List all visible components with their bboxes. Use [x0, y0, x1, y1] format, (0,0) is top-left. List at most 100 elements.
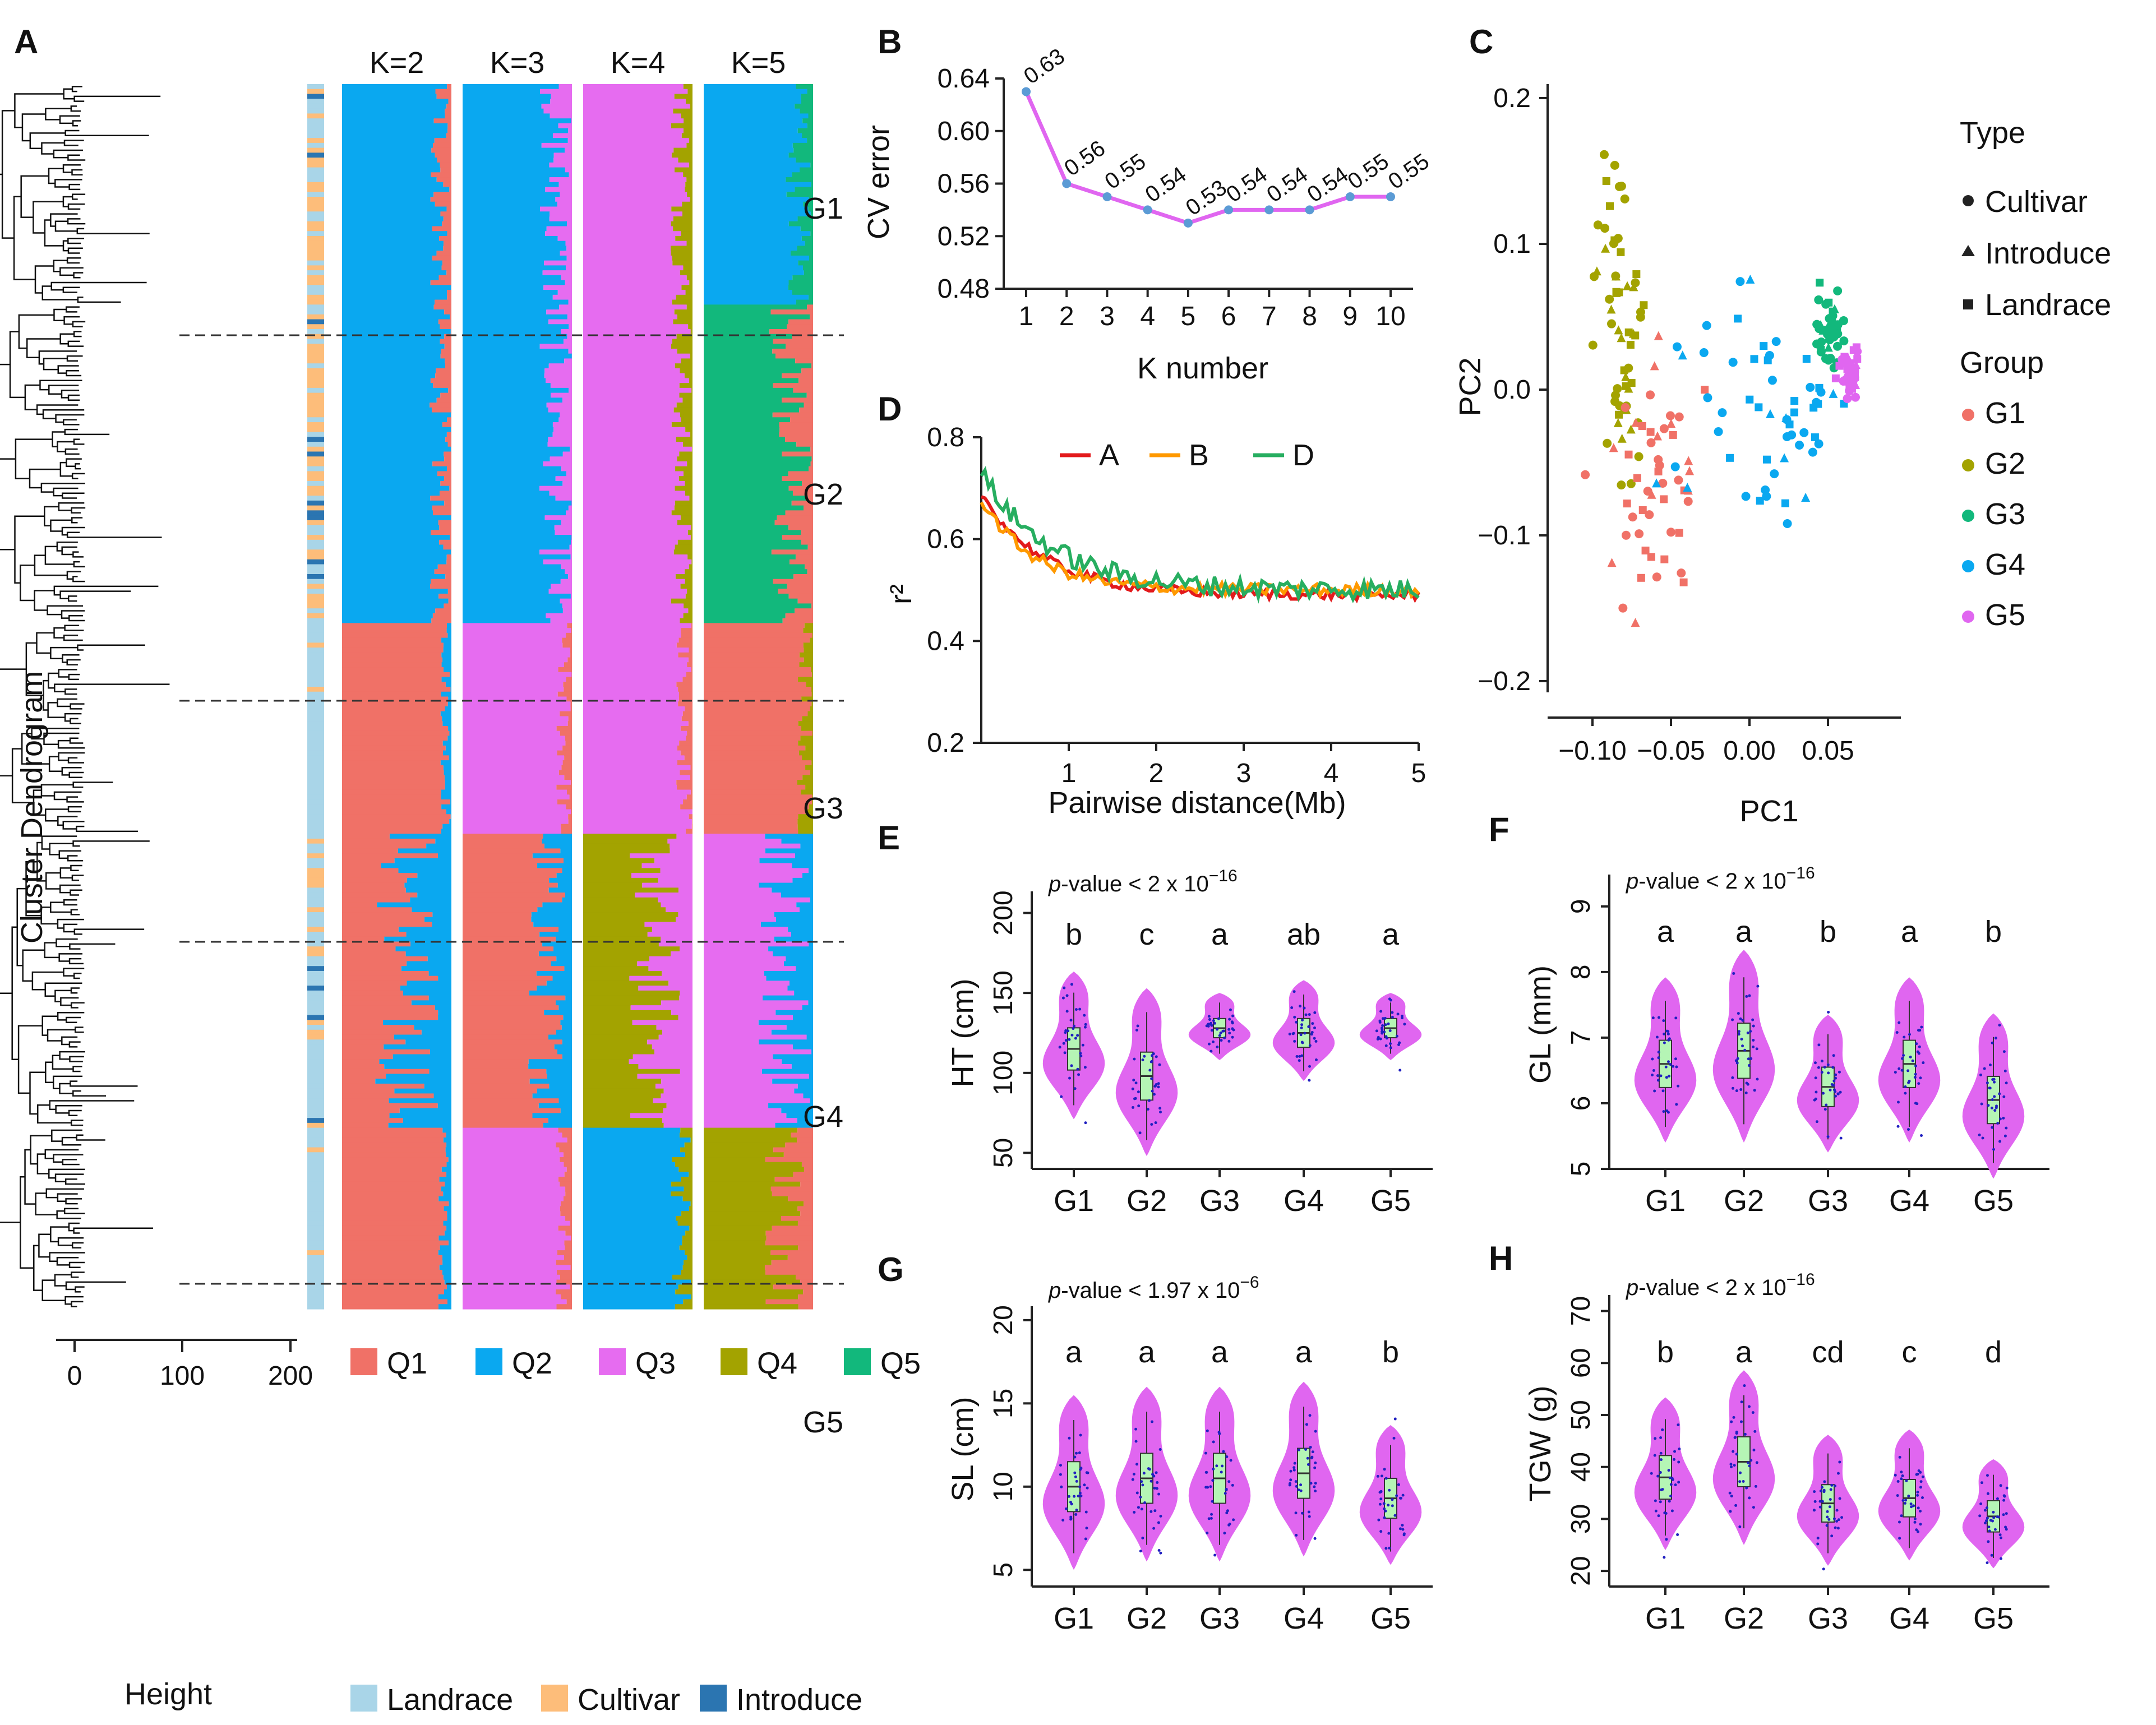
structure-bar-segment — [704, 1079, 773, 1084]
structure-bar-segment — [652, 927, 692, 932]
structure-bar-segment — [463, 260, 544, 266]
structure-bar-segment — [808, 206, 813, 212]
violinG-jitter-point — [1079, 1467, 1083, 1470]
structure-bar-segment — [704, 348, 773, 354]
structure-bar-segment — [583, 1270, 681, 1275]
structure-bar-segment — [446, 554, 451, 560]
violinE-jitter-point — [1384, 1023, 1387, 1026]
structure-bar-segment — [430, 584, 451, 589]
violinF-jitter-point — [1994, 1037, 1997, 1040]
violinF-jitter-point — [1901, 1057, 1904, 1060]
violinF-jitter-point — [1737, 1012, 1740, 1015]
pca-point — [1850, 392, 1860, 402]
violinF-jitter-point — [1998, 1140, 2002, 1143]
structure-bar-segment — [704, 687, 811, 692]
structure-bar-segment — [785, 510, 813, 516]
dendrogram-branch — [75, 463, 81, 470]
structure-bar-segment — [565, 741, 572, 746]
structure-bar-segment — [704, 608, 795, 614]
type-bar-row — [307, 505, 324, 511]
violinH-jitter-point — [1659, 1436, 1663, 1439]
structure-bar-segment — [560, 192, 572, 197]
structure-bar-segment — [704, 1265, 765, 1270]
type-bar-row — [307, 251, 324, 256]
legend-swatch-introduce — [700, 1685, 727, 1712]
structure-bar-segment — [463, 235, 558, 242]
structure-bar-segment — [463, 1152, 564, 1158]
violinH-jitter-point — [1909, 1502, 1913, 1506]
b-x-tick-label: 5 — [1181, 302, 1196, 331]
structure-bar-segment — [768, 946, 813, 952]
structure-bar-segment — [571, 539, 572, 545]
dendrogram-branch — [58, 669, 77, 678]
structure-bar-segment — [583, 784, 677, 790]
structure-bar-segment — [704, 1196, 788, 1202]
structure-bar-segment — [680, 750, 692, 756]
structure-bar-segment — [583, 392, 680, 398]
structure-bar-segment — [342, 618, 432, 623]
violinH-jitter-point — [1734, 1504, 1738, 1507]
c-legend-label-g2: G2 — [1985, 447, 2025, 480]
structure-bar-segment — [342, 1240, 449, 1246]
structure-bar-segment — [690, 765, 692, 771]
pca-point — [1830, 304, 1839, 313]
pca-point — [1843, 365, 1852, 373]
dendrogram-branch — [18, 314, 54, 349]
structure-bar-segment — [463, 280, 565, 285]
structure-bar-segment — [798, 814, 813, 820]
structure-bar-segment — [540, 206, 572, 212]
violinE-jitter-point — [1379, 1010, 1383, 1013]
violinG-jitter-point — [1061, 1519, 1065, 1522]
structure-bar-segment — [543, 1122, 572, 1129]
structure-bar-segment — [568, 348, 572, 354]
b-x-tick-label: 4 — [1140, 302, 1155, 331]
b-x-tick-label: 6 — [1221, 302, 1236, 331]
structure-bar-segment — [463, 1225, 558, 1231]
violinH-jitter-point — [1735, 1453, 1738, 1456]
panel-label-e: E — [878, 819, 900, 857]
structure-bar-segment — [676, 437, 692, 442]
structure-bar-segment — [792, 863, 813, 868]
structure-bar-segment — [802, 133, 813, 138]
violinG-jitter-point — [1224, 1492, 1227, 1495]
violinE-jitter-point — [1067, 1029, 1070, 1033]
violinH-jitter-point — [1834, 1526, 1837, 1529]
violinE-jitter-point — [1299, 1005, 1302, 1008]
violinH-jitter-point — [1910, 1505, 1913, 1509]
type-bar-row — [307, 1088, 324, 1094]
structure-bar-segment — [463, 363, 549, 369]
structure-bar-segment — [342, 1270, 442, 1275]
dendrogram-branch — [72, 120, 81, 127]
structure-bar-segment — [463, 520, 561, 526]
violinE-jitter-point — [1084, 1023, 1087, 1026]
structure-bar-segment — [680, 1127, 692, 1133]
violinH-letter-g1: b — [1657, 1335, 1674, 1369]
structure-bar-segment — [629, 1059, 692, 1065]
type-bar-row — [307, 496, 324, 501]
violinH-jitter-point — [1921, 1475, 1924, 1478]
structure-bar-segment — [680, 725, 692, 732]
structure-bar-segment — [342, 103, 447, 109]
structure-bar-segment — [676, 682, 692, 687]
structure-bar-segment — [384, 1064, 451, 1070]
type-bar-row — [307, 868, 324, 873]
violinE-letter-g2: c — [1139, 918, 1155, 951]
type-bar-row — [307, 897, 324, 903]
pca-point — [1829, 332, 1839, 342]
violinG-jitter-point — [1159, 1551, 1162, 1555]
structure-bar-segment — [704, 1255, 788, 1261]
panel-label-d: D — [878, 390, 902, 428]
violinG-jitter-point — [1229, 1459, 1232, 1462]
structure-bar-segment — [583, 108, 673, 114]
dendrogram-branch — [66, 659, 81, 665]
violinF-jitter-point — [1675, 1103, 1678, 1106]
structure-bar-segment — [583, 569, 685, 575]
structure-bar-segment — [690, 789, 692, 795]
structure-bar-segment — [684, 755, 692, 761]
structure-bar-segment — [799, 907, 813, 913]
structure-bar-segment — [342, 652, 442, 658]
structure-bar-segment — [342, 1245, 440, 1251]
violinF-jitter-point — [1914, 1072, 1917, 1076]
b-point-label: 0.55 — [1384, 149, 1434, 195]
